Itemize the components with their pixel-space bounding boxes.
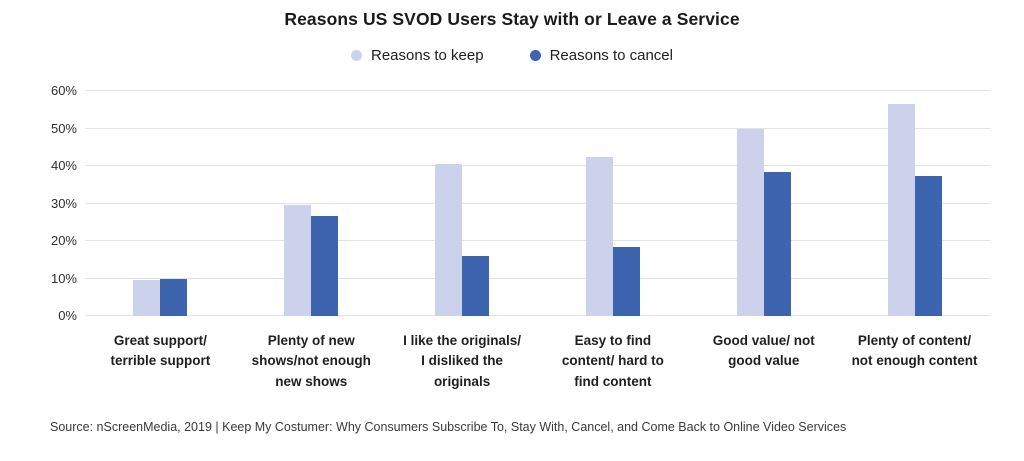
bar-keep (887, 103, 915, 316)
source-attribution: Source: nScreenMedia, 2019 | Keep My Cos… (50, 420, 847, 434)
y-tick-label: 30% (50, 195, 77, 211)
legend-item-cancel: Reasons to cancel (529, 46, 673, 64)
bar-keep (585, 157, 613, 316)
bar-keep (133, 280, 161, 316)
plot-area: 0% 10% 20% 30% 40% 50% 60% (51, 84, 990, 322)
gridline (85, 165, 990, 167)
x-category-label: Good value/ not good value (712, 333, 815, 369)
gridline (85, 127, 990, 129)
bar-group (839, 91, 990, 316)
legend-label-cancel: Reasons to cancel (549, 46, 673, 64)
y-tick-label: 60% (50, 83, 77, 98)
bar-group (85, 91, 236, 316)
y-tick-label: 50% (50, 120, 77, 136)
gridline (85, 315, 990, 316)
cancel-series-dot-icon (529, 49, 541, 61)
bar-keep (435, 164, 463, 316)
keep-series-dot-icon (351, 49, 362, 61)
legend: Reasons to keep Reasons to cancel (0, 45, 1024, 65)
gridline (85, 90, 990, 91)
gridline (85, 277, 990, 279)
x-category-label: Easy to find content/ hard to find conte… (561, 333, 664, 389)
gridline (85, 202, 990, 204)
bar-cancel (311, 216, 339, 316)
y-tick-label: 20% (50, 233, 77, 249)
gridline (85, 240, 990, 242)
bar-group (236, 91, 387, 316)
x-category-label: I like the originals/ I disliked the ori… (403, 333, 521, 389)
x-category-label: Great support/ terrible support (110, 333, 211, 369)
bar-group (537, 91, 688, 316)
legend-item-keep: Reasons to keep (351, 47, 484, 64)
bar-group (387, 91, 538, 316)
legend-label-keep: Reasons to keep (371, 46, 484, 64)
bar-cancel (160, 278, 188, 316)
y-tick-label: 10% (50, 270, 77, 286)
x-category-label: Plenty of new shows/not enough new shows (251, 333, 371, 389)
bar-cancel (763, 172, 791, 316)
y-tick-label: 0% (58, 308, 77, 323)
bar-keep (736, 128, 764, 316)
y-tick-label: 40% (50, 158, 77, 174)
bar-cancel (914, 176, 942, 316)
x-axis-labels: Great support/ terrible support Plenty of… (85, 331, 990, 392)
bar-cancel (462, 256, 490, 316)
x-category-label: Plenty of content/ not enough content (851, 333, 978, 369)
bar-cancel (612, 247, 640, 316)
chart-title: Reasons US SVOD Users Stay with or Leave… (284, 9, 740, 29)
bar-keep (284, 204, 312, 316)
bar-groups (85, 91, 990, 316)
bar-group (688, 91, 839, 316)
